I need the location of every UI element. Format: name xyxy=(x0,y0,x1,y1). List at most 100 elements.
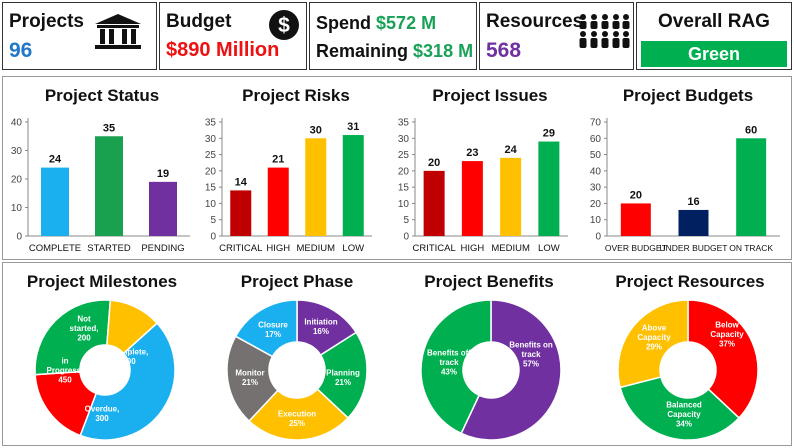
y-tick-label: 20 xyxy=(11,175,23,186)
slice-name: Monitor xyxy=(235,368,264,377)
slice-value: 37% xyxy=(719,340,735,349)
slice-name: Not xyxy=(77,315,91,324)
chart-title: Project Resources xyxy=(615,272,764,291)
donut-slice xyxy=(420,299,492,435)
bar xyxy=(736,138,767,236)
donut-slice xyxy=(34,299,112,376)
data-label: 29 xyxy=(543,128,555,140)
bar xyxy=(678,209,709,236)
data-label: 20 xyxy=(630,189,642,201)
slice-name: Above xyxy=(642,324,667,333)
bar xyxy=(305,138,327,236)
chart-title: Project Milestones xyxy=(27,272,177,291)
x-tick-label: OVER BUDGET xyxy=(605,243,667,253)
kpi-projects-label: Projects xyxy=(9,11,84,32)
y-tick-label: 35 xyxy=(205,118,217,129)
slice-name: started, xyxy=(70,324,99,333)
bar-chart-2: Project Issues 0 5 10 15 20 25 30 35 20 CRITICAL 23… xyxy=(398,86,568,254)
bar xyxy=(620,203,651,236)
slice-name: Execution xyxy=(278,409,316,418)
donut-slice xyxy=(106,299,159,355)
slice-name: Balanced xyxy=(666,401,702,410)
slice-label: Complete,700 xyxy=(110,347,149,366)
bar xyxy=(500,157,522,236)
donut-slice xyxy=(617,299,689,389)
x-tick-label: COMPLETE xyxy=(29,243,81,254)
slice-name: track xyxy=(521,350,541,359)
chart-title: Project Risks xyxy=(242,86,350,105)
bar xyxy=(149,181,177,236)
slice-value: 43% xyxy=(441,368,457,377)
donut-slice xyxy=(619,376,741,441)
people-icon xyxy=(579,14,630,48)
slice-value: 700 xyxy=(122,357,136,366)
slice-value: 17% xyxy=(265,330,281,339)
chart-title: Project Status xyxy=(45,86,159,105)
data-label: 31 xyxy=(347,121,359,133)
y-tick-label: 20 xyxy=(398,166,410,177)
bar xyxy=(267,167,289,236)
slice-value: 300 xyxy=(95,414,109,423)
bar xyxy=(342,135,364,236)
donut-slice xyxy=(460,299,562,441)
chart-title: Project Benefits xyxy=(424,272,553,291)
x-tick-label: UNDER BUDGET xyxy=(659,243,727,253)
data-label: 30 xyxy=(310,124,322,136)
x-tick-label: PENDING xyxy=(141,243,184,254)
bar-chart-1: Project Risks 0 5 10 15 20 25 30 35 14 CRITICAL 21 H… xyxy=(205,86,372,254)
slice-name: Below xyxy=(715,321,739,330)
bar xyxy=(230,190,252,236)
donut-slice xyxy=(234,299,298,358)
y-tick-label: 10 xyxy=(11,203,23,214)
slice-name: Complete, xyxy=(110,347,149,356)
x-tick-label: MEDIUM xyxy=(491,243,530,254)
kpi-remaining-label: Remaining xyxy=(316,41,409,61)
slice-name: Progress, xyxy=(47,366,84,375)
slice-value: 25% xyxy=(289,419,305,428)
slice-value: 29% xyxy=(646,343,662,352)
slice-value: 21% xyxy=(335,378,351,387)
kpi-rag-label: Overall RAG xyxy=(658,11,770,32)
x-tick-label: HIGH xyxy=(461,243,485,254)
y-tick-label: 0 xyxy=(210,232,216,243)
donut-charts-panel xyxy=(2,262,792,446)
slice-name: track xyxy=(439,358,459,367)
y-tick-label: 10 xyxy=(590,215,602,226)
y-tick-label: 5 xyxy=(210,215,216,226)
y-tick-label: 50 xyxy=(590,150,602,161)
y-tick-label: 60 xyxy=(590,134,602,145)
chart-title: Project Phase xyxy=(241,272,353,291)
slice-name: Closure xyxy=(258,320,288,329)
data-label: 16 xyxy=(687,196,699,208)
kpi-budget-value: $890 Million xyxy=(166,39,280,61)
data-label: 14 xyxy=(235,176,248,188)
y-tick-label: 5 xyxy=(403,215,409,226)
y-tick-label: 20 xyxy=(205,166,217,177)
data-label: 35 xyxy=(103,122,115,134)
data-label: 23 xyxy=(466,147,478,159)
y-tick-label: 15 xyxy=(398,183,410,194)
kpi-projects-value: 96 xyxy=(9,39,33,62)
y-tick-label: 40 xyxy=(11,118,23,129)
slice-label: Overdue,300 xyxy=(85,404,120,423)
kpi-spend-line: Spend $572 M xyxy=(316,13,436,34)
donut-chart-0: Project Milestones Complete,700 Overdue,30… xyxy=(27,272,177,441)
data-label: 21 xyxy=(272,154,284,166)
y-tick-label: 0 xyxy=(16,232,22,243)
x-tick-label: ON TRACK xyxy=(729,243,773,253)
x-tick-label: CRITICAL xyxy=(219,243,262,254)
y-tick-label: 0 xyxy=(403,232,409,243)
svg-text:$: $ xyxy=(278,14,290,37)
slice-value: 200 xyxy=(77,334,91,343)
bar xyxy=(95,136,123,236)
